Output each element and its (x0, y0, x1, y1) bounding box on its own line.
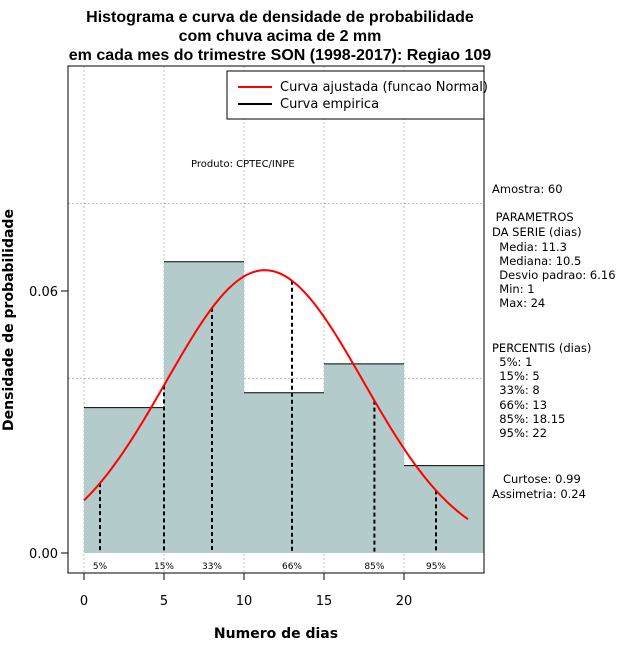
chart-title-line-1: Histograma e curva de densidade de proba… (86, 9, 474, 26)
histogram-bar (84, 407, 164, 553)
percentil-95: 95%: 22 (492, 426, 548, 440)
percentile-label: 95% (426, 562, 446, 572)
percentile-label: 66% (282, 562, 302, 572)
normal-fit-curve (83, 269, 469, 521)
curtose: Curtose: 0.99 (492, 472, 581, 486)
y-axis: 0.00 0.06 (29, 285, 69, 562)
y-tick-label: 0.06 (29, 285, 58, 300)
percentis-header: PERCENTIS (dias) (492, 341, 592, 355)
sample-size: Amostra: 60 (492, 182, 563, 196)
percentile-label: 33% (202, 562, 222, 572)
y-axis-label: Densidade de probabilidade (1, 209, 17, 431)
histogram-bar (164, 261, 244, 553)
x-tick-label: 10 (236, 594, 253, 609)
x-tick-label: 15 (316, 594, 333, 609)
histogram-bars (84, 261, 484, 553)
x-axis-label: Numero de dias (214, 626, 338, 642)
x-tick-label: 20 (396, 594, 413, 609)
percentil-66: 66%: 13 (492, 398, 548, 412)
param-desvio: Desvio padrao: 6.16 (492, 268, 616, 282)
params-header-2: DA SERIE (dias) (492, 225, 582, 239)
param-mediana: Mediana: 10.5 (492, 254, 582, 268)
x-axis: 0 5 10 15 20 (80, 572, 413, 609)
param-max: Max: 24 (492, 296, 546, 310)
percentil-5: 5%: 1 (492, 355, 533, 369)
percentile-labels: 5% 15% 33% 66% 85% 95% (93, 562, 447, 572)
percentile-label: 15% (154, 562, 174, 572)
product-annotation: Produto: CPTEC/INPE (191, 159, 295, 170)
histogram-bar (404, 465, 484, 553)
legend: Curva ajustada (funcao Normal) Curva emp… (226, 70, 488, 120)
histogram-bar (324, 363, 404, 553)
param-min: Min: 1 (492, 282, 535, 296)
percentile-label: 5% (93, 562, 108, 572)
x-tick-label: 5 (160, 594, 168, 609)
legend-label-fit: Curva ajustada (funcao Normal) (280, 80, 488, 95)
percentile-label: 85% (364, 562, 384, 572)
histogram-bar (244, 392, 324, 553)
legend-label-empirical: Curva empirica (280, 97, 379, 112)
assimetria: Assimetria: 0.24 (492, 487, 586, 501)
percentil-33: 33%: 8 (492, 383, 540, 397)
percentile-lines (99, 280, 437, 553)
y-tick-label: 0.00 (29, 547, 58, 562)
param-media: Media: 11.3 (492, 240, 567, 254)
params-header-1: PARAMETROS (492, 210, 574, 224)
percentil-15: 15%: 5 (492, 369, 540, 383)
chart-title-line-3: em cada mes do trimestre SON (1998-2017)… (68, 47, 492, 64)
chart-title-line-2: com chuva acima de 2 mm (178, 28, 382, 45)
legend-box (226, 70, 485, 120)
percentil-85: 85%: 18.15 (492, 412, 566, 426)
x-tick-label: 0 (80, 594, 88, 609)
